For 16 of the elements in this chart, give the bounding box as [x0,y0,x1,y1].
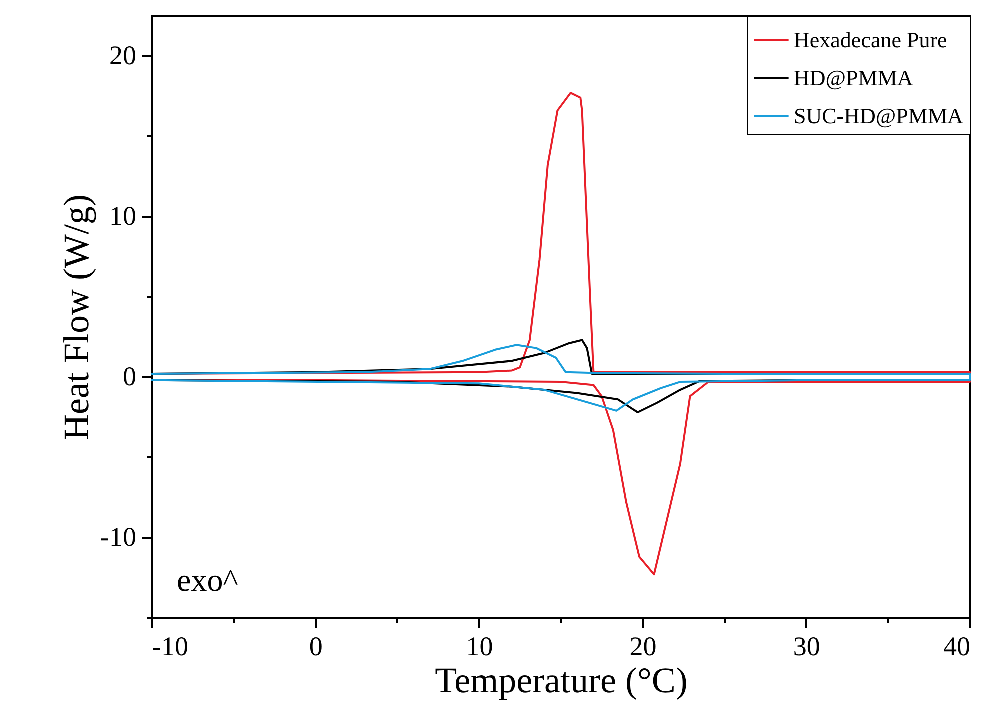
y-axis-title: Heat Flow (W/g) [56,194,97,440]
x-tick-label: 40 [944,632,970,662]
y-tick-label: 10 [110,201,136,232]
x-tick-label: 20 [630,632,657,662]
x-tick-label: 30 [793,632,820,662]
y-tick-label: 20 [110,40,136,71]
legend-label: Hexadecane Pure [794,28,948,52]
y-tick-label: 0 [123,362,136,392]
x-tick-label: 0 [309,632,323,662]
legend-label: SUC-HD@PMMA [794,104,964,128]
legend-label: HD@PMMA [794,66,914,90]
x-tick-label: 10 [466,632,494,662]
annotation: exo^ [177,562,238,598]
y-tick-label: -10 [100,522,136,552]
x-axis-title: Temperature (°C) [435,660,688,700]
x-tick-label: -10 [152,632,188,662]
